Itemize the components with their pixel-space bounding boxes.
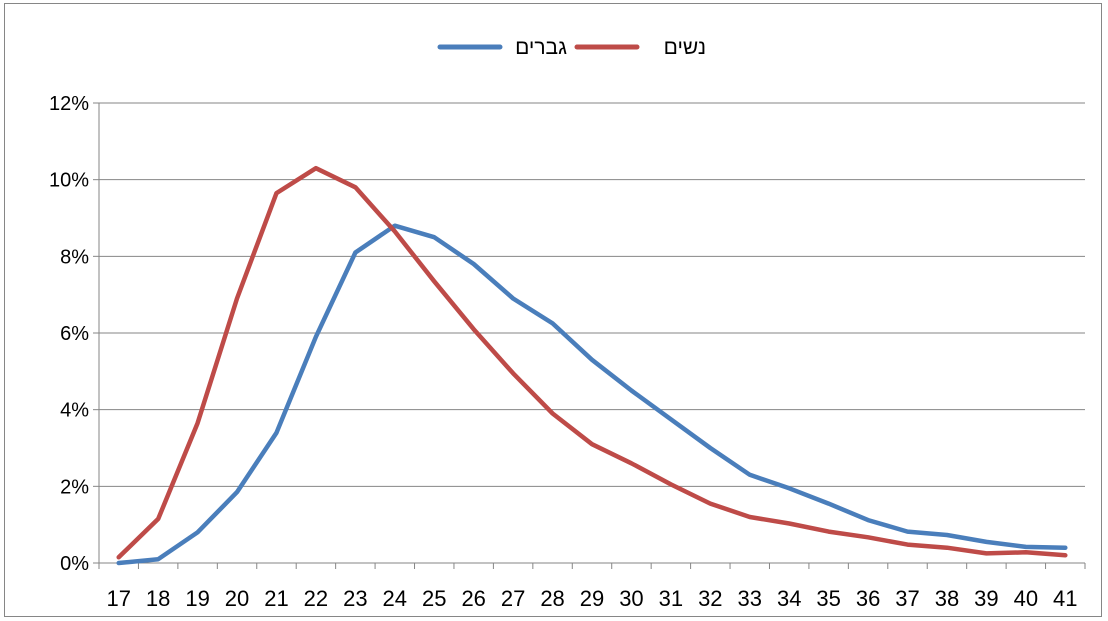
x-tick-label: 27 [501, 586, 525, 611]
x-tick-label: 18 [146, 586, 170, 611]
series-lines [116, 165, 1068, 566]
x-tick-label: 17 [106, 586, 130, 611]
x-tick-label: 33 [738, 586, 762, 611]
y-axis: 0% 2% 4% 6% 8% 10% 12% [49, 93, 100, 575]
x-tick-label: 31 [659, 586, 683, 611]
x-tick-label: 36 [856, 586, 880, 611]
y-tick-label: 6% [60, 323, 89, 345]
x-tick-label: 30 [619, 586, 643, 611]
x-tick-label: 40 [1014, 586, 1038, 611]
x-tick-label: 39 [974, 586, 998, 611]
x-tick-label: 38 [935, 586, 959, 611]
x-tick-label: 34 [777, 586, 801, 611]
x-tick-label: 23 [343, 586, 367, 611]
legend-label: גברים [515, 36, 567, 59]
x-tick-label: 26 [461, 586, 485, 611]
x-tick-label: 28 [540, 586, 564, 611]
x-tick-label: 21 [264, 586, 288, 611]
x-tick-label: 37 [895, 586, 919, 611]
y-tick-label: 4% [60, 400, 89, 422]
y-tick-label: 8% [60, 246, 89, 268]
gridlines [99, 102, 1085, 487]
x-axis: 17 18 19 20 21 22 23 24 25 26 27 28 29 30 31 32 33 34 35 36… [98, 562, 1086, 611]
x-tick-label: 32 [698, 586, 722, 611]
y-tick-label: 2% [60, 476, 89, 498]
x-tick-label: 25 [422, 586, 446, 611]
series-line [116, 165, 1068, 560]
x-tick-label: 24 [383, 586, 407, 611]
series-line [116, 223, 1068, 566]
x-tick-label: 19 [185, 586, 209, 611]
x-tick-label: 20 [225, 586, 249, 611]
y-tick-label: 12% [49, 93, 89, 115]
x-tick-label: 22 [304, 586, 328, 611]
y-tick-label: 0% [60, 553, 89, 575]
legend-label: נשים [664, 36, 706, 59]
x-tick-label: 41 [1053, 586, 1077, 611]
x-tick-label: 35 [816, 586, 840, 611]
y-tick-label: 10% [49, 170, 89, 192]
x-tick-label: 29 [580, 586, 604, 611]
legend: גברים נשים [437, 36, 706, 59]
chart-frame [4, 3, 1102, 617]
